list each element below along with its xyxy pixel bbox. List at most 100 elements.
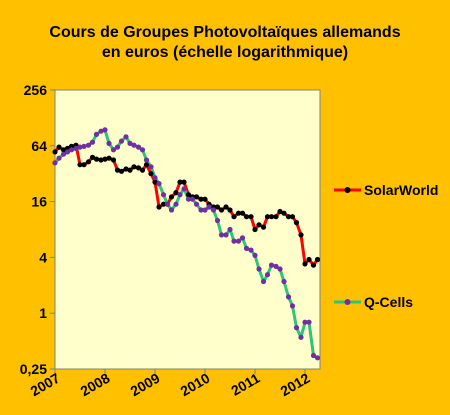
data-point-q-cells [306,319,312,325]
legend-marker-q-cells [344,299,351,305]
data-point-q-cells [281,278,287,285]
data-point-q-cells [102,127,108,133]
data-point-q-cells [260,278,267,285]
data-point-solarworld [102,156,108,162]
data-point-solarworld [235,210,242,216]
data-point-solarworld [98,157,104,163]
data-point-solarworld [152,179,158,185]
data-point-solarworld [156,204,162,210]
data-point-solarworld [281,210,287,216]
data-point-q-cells [160,192,167,198]
legend: SolarWorld Q-Cells [334,182,438,310]
data-point-q-cells [285,294,292,300]
data-point-q-cells [98,128,104,134]
data-point-solarworld [248,214,254,220]
data-point-solarworld [227,207,233,213]
data-point-q-cells [68,147,75,153]
data-point-q-cells [106,140,112,146]
data-point-q-cells [302,319,308,325]
data-point-solarworld [110,157,117,163]
data-point-q-cells [114,144,121,150]
data-point-solarworld [260,224,267,230]
data-point-solarworld [277,208,283,215]
data-point-q-cells [93,131,100,137]
x-tick-label: 2011 [228,370,262,399]
y-tick-label: 0,25 [20,361,47,377]
data-point-q-cells [156,181,162,187]
series-markers [52,127,321,361]
data-point-solarworld [131,164,137,170]
data-point-q-cells [198,207,204,213]
y-tick-label: 16 [31,194,47,210]
data-point-q-cells [177,192,183,198]
data-point-solarworld [298,232,304,238]
y-tick-label: 256 [24,82,48,98]
data-point-solarworld [193,194,200,200]
data-point-solarworld [231,214,237,220]
chart-subtitle: en euros (échelle logarithmique) [101,44,349,61]
x-tick-label: 2009 [128,370,163,400]
data-point-solarworld [293,220,300,226]
plot-area [54,89,321,370]
data-point-solarworld [273,214,279,220]
data-point-q-cells [56,155,62,161]
data-point-q-cells [227,226,233,233]
data-point-solarworld [93,156,100,162]
data-point-solarworld [148,171,154,177]
data-point-solarworld [302,261,308,267]
data-point-q-cells [235,238,242,244]
data-point-solarworld [89,154,96,160]
data-point-q-cells [173,201,179,207]
data-point-q-cells [239,235,246,241]
x-tick-label: 2010 [178,370,213,400]
data-point-q-cells [64,149,71,155]
data-point-q-cells [181,186,187,192]
data-point-solarworld [168,194,175,200]
data-point-solarworld [77,162,83,168]
data-point-q-cells [264,272,271,278]
data-point-solarworld [177,179,183,185]
data-point-solarworld [123,166,129,172]
y-tick-label: 1 [39,305,47,321]
data-point-solarworld [114,167,121,173]
data-point-solarworld [173,190,179,196]
data-point-solarworld [185,192,192,198]
legend-marker-solarworld [344,187,351,193]
data-point-solarworld [218,207,225,213]
data-point-q-cells [131,142,137,148]
data-point-q-cells [164,201,171,207]
data-point-q-cells [77,144,83,150]
legend-label-q-cells: Q-Cells [364,294,413,310]
data-point-solarworld [181,179,187,185]
data-point-q-cells [256,266,262,272]
data-point-solarworld [314,256,321,263]
data-point-q-cells [277,266,283,272]
y-tick-label: 64 [31,138,47,154]
data-point-q-cells [89,139,96,145]
data-point-solarworld [264,214,271,220]
data-point-q-cells [268,262,275,268]
data-point-solarworld [52,149,58,155]
data-point-solarworld [60,147,67,153]
data-point-solarworld [143,162,150,168]
data-point-solarworld [285,214,292,220]
data-point-q-cells [214,217,221,224]
data-point-q-cells [152,175,158,181]
data-point-q-cells [139,147,146,153]
data-point-q-cells [118,138,125,144]
data-point-q-cells [143,157,150,163]
data-point-solarworld [56,144,62,150]
data-point-q-cells [293,325,300,331]
data-point-q-cells [73,145,79,151]
data-point-q-cells [52,160,58,166]
data-point-q-cells [127,140,133,146]
data-point-solarworld [81,162,87,168]
data-point-solarworld [118,168,125,174]
data-point-solarworld [139,167,146,173]
x-tick-label: 2012 [278,370,313,400]
x-tick-label: 2008 [78,370,113,400]
data-point-q-cells [123,134,129,140]
data-point-solarworld [243,214,250,220]
